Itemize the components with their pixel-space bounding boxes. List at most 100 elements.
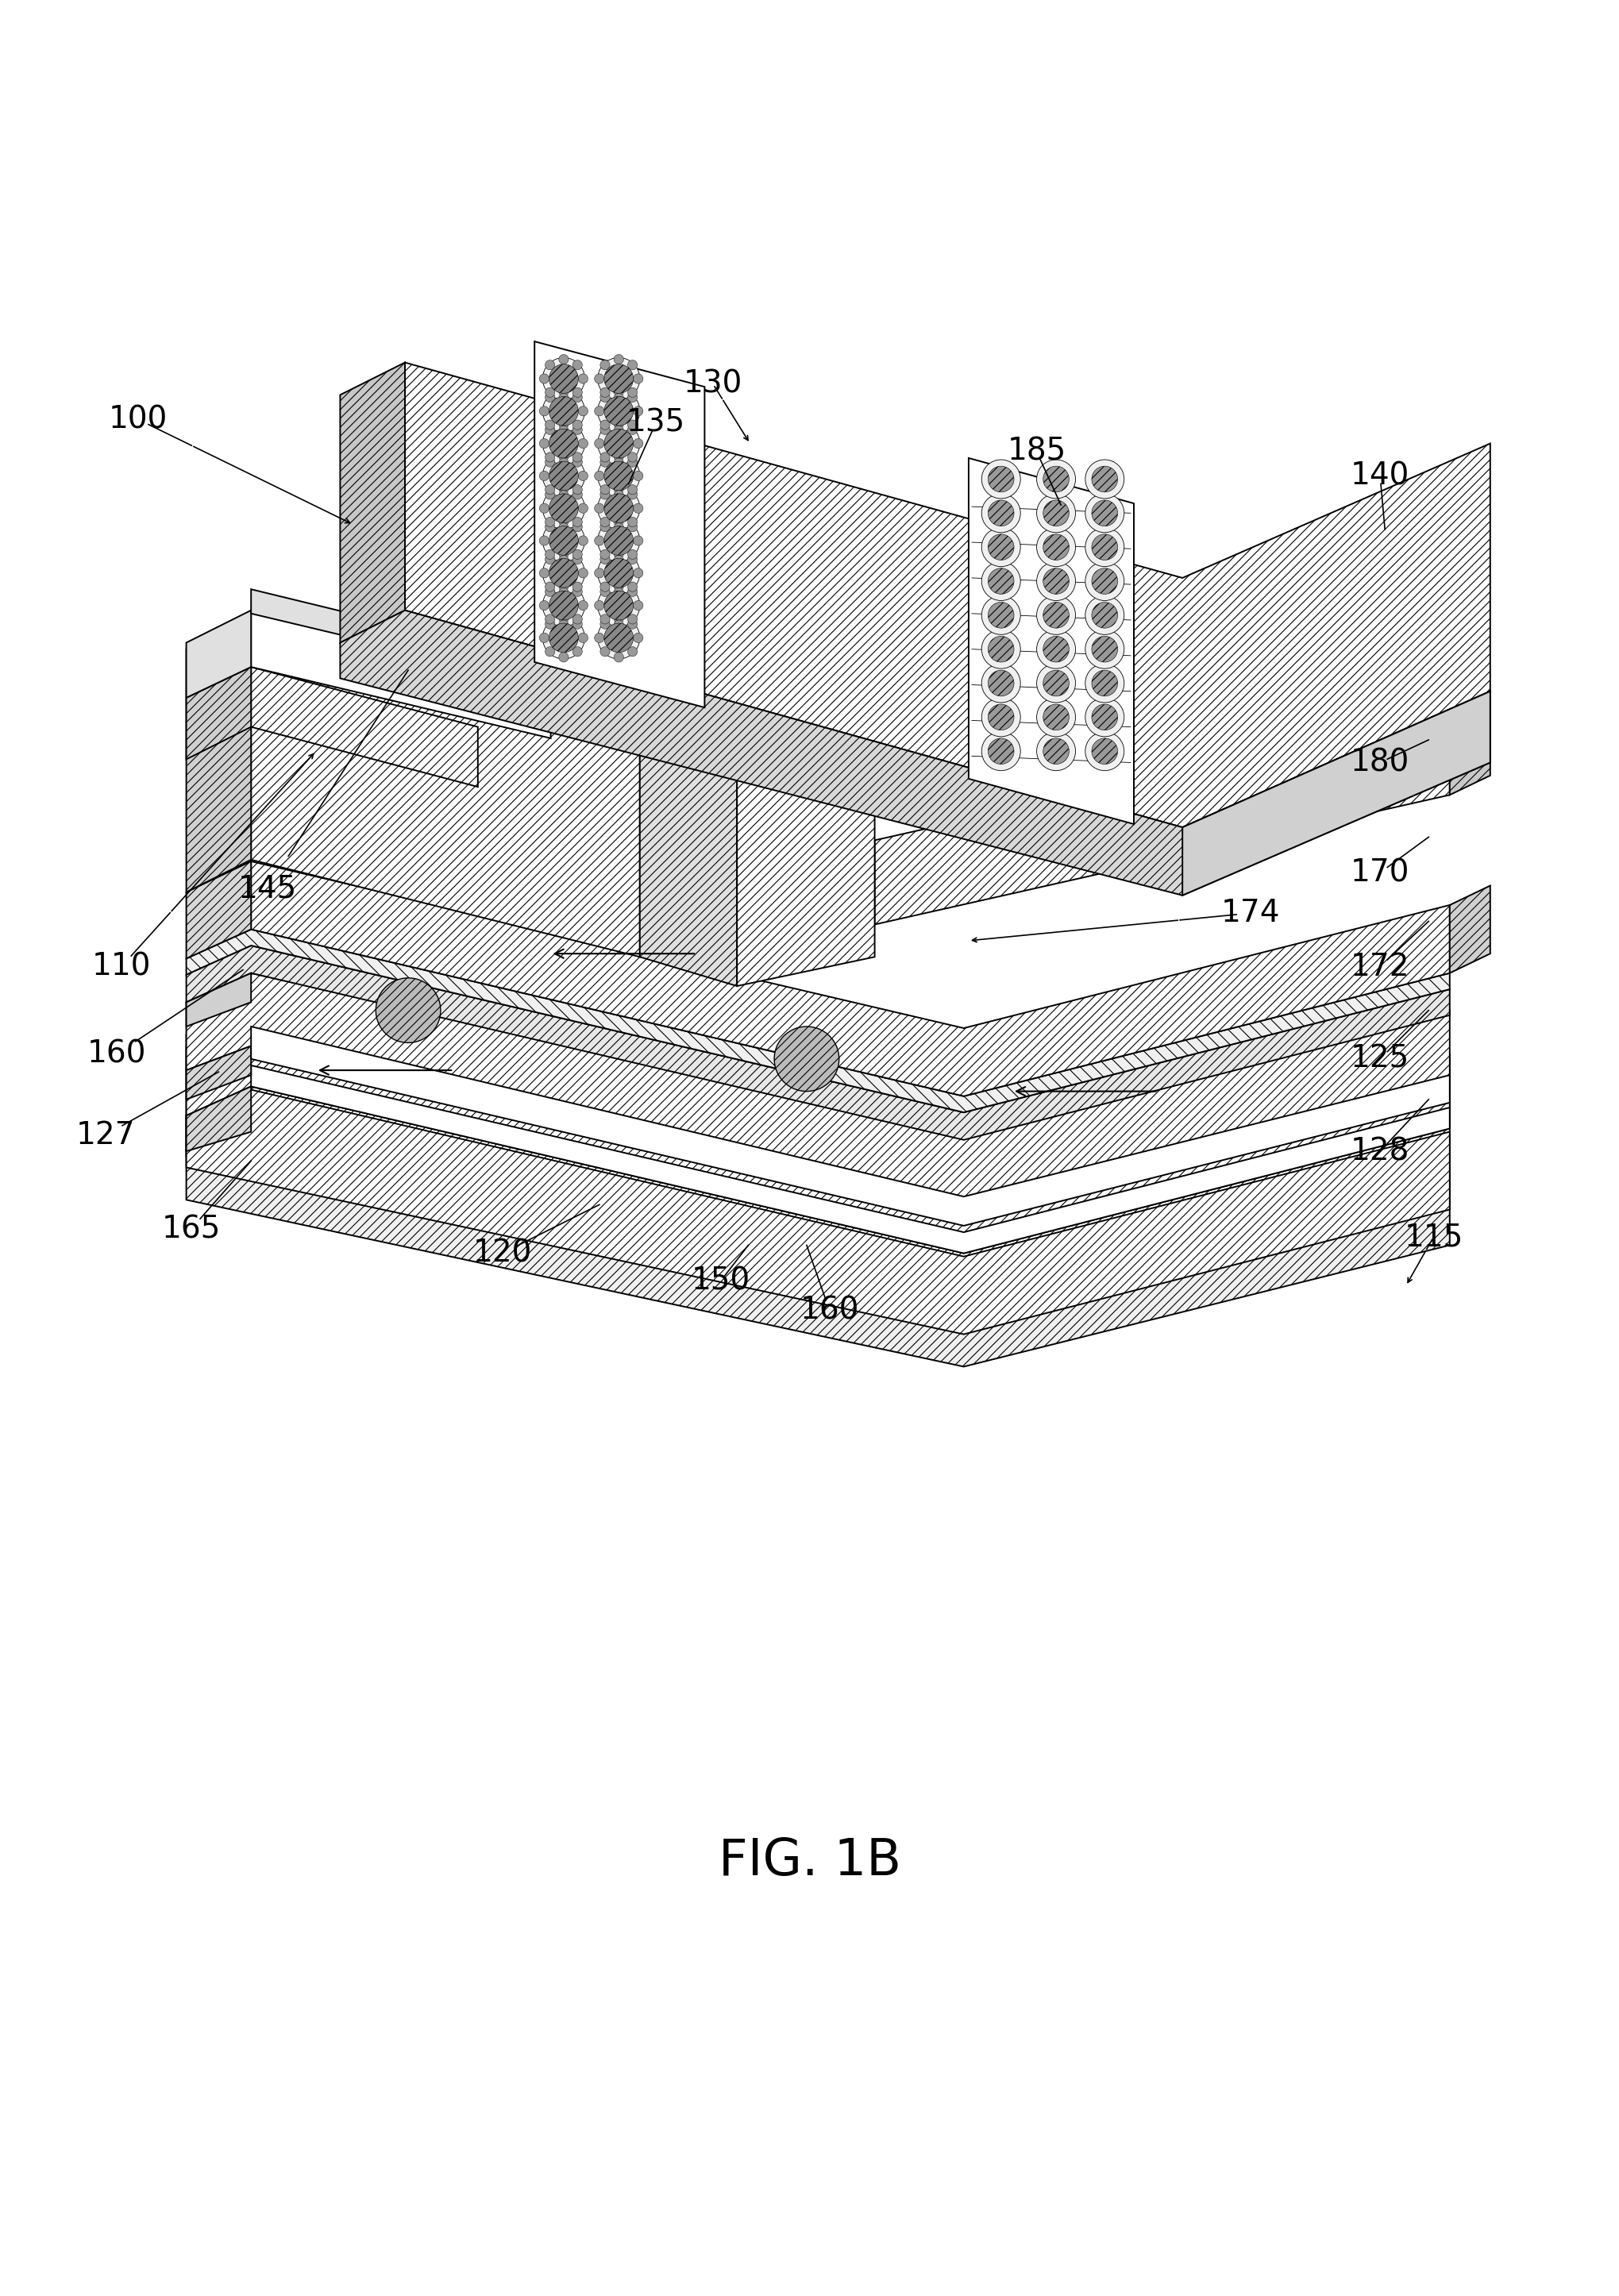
Polygon shape — [186, 930, 1449, 1111]
Circle shape — [572, 452, 581, 461]
Circle shape — [594, 374, 604, 383]
Text: 150: 150 — [691, 1265, 750, 1295]
Circle shape — [614, 556, 623, 565]
Polygon shape — [186, 618, 251, 893]
Circle shape — [572, 425, 581, 434]
Circle shape — [614, 620, 623, 629]
Polygon shape — [251, 1065, 1449, 1254]
Circle shape — [614, 517, 623, 526]
Circle shape — [559, 459, 568, 468]
Polygon shape — [874, 712, 1449, 925]
Circle shape — [614, 354, 623, 365]
Circle shape — [578, 567, 588, 579]
Polygon shape — [340, 363, 405, 643]
Text: 165: 165 — [162, 1215, 220, 1244]
Circle shape — [981, 732, 1020, 771]
Circle shape — [633, 503, 643, 512]
Text: 115: 115 — [1404, 1221, 1462, 1251]
Polygon shape — [1182, 691, 1489, 895]
Circle shape — [578, 535, 588, 546]
Circle shape — [601, 620, 610, 629]
Circle shape — [1036, 664, 1075, 703]
Circle shape — [981, 494, 1020, 533]
Circle shape — [546, 549, 555, 560]
Circle shape — [546, 615, 555, 625]
Circle shape — [1043, 636, 1069, 661]
Circle shape — [1043, 535, 1069, 560]
Circle shape — [1043, 670, 1069, 696]
Polygon shape — [1449, 691, 1489, 794]
Circle shape — [604, 558, 633, 588]
Circle shape — [988, 670, 1013, 696]
Circle shape — [597, 390, 640, 432]
Circle shape — [1085, 629, 1124, 668]
Polygon shape — [251, 1026, 1449, 1226]
Circle shape — [1091, 705, 1117, 730]
Text: 127: 127 — [76, 1120, 134, 1150]
Circle shape — [633, 406, 643, 416]
Circle shape — [572, 581, 581, 592]
Circle shape — [627, 549, 636, 560]
Polygon shape — [186, 1086, 251, 1150]
Text: 140: 140 — [1350, 461, 1409, 491]
Circle shape — [597, 585, 640, 627]
Circle shape — [1091, 739, 1117, 765]
Circle shape — [578, 471, 588, 480]
Circle shape — [988, 705, 1013, 730]
Circle shape — [559, 491, 568, 501]
Text: 172: 172 — [1350, 951, 1409, 983]
Circle shape — [601, 457, 610, 466]
Polygon shape — [251, 590, 550, 684]
Circle shape — [601, 388, 610, 397]
Circle shape — [1085, 595, 1124, 634]
Circle shape — [597, 551, 640, 595]
Circle shape — [601, 420, 610, 429]
Circle shape — [614, 425, 623, 436]
Circle shape — [559, 523, 568, 533]
Polygon shape — [405, 363, 1489, 827]
Circle shape — [614, 652, 623, 661]
Circle shape — [542, 358, 584, 400]
Circle shape — [546, 553, 555, 565]
Circle shape — [633, 374, 643, 383]
Circle shape — [376, 978, 440, 1042]
Circle shape — [633, 471, 643, 480]
Circle shape — [627, 517, 636, 526]
Circle shape — [614, 459, 623, 468]
Text: 120: 120 — [473, 1238, 531, 1267]
Circle shape — [542, 551, 584, 595]
Text: 170: 170 — [1350, 859, 1409, 889]
Circle shape — [604, 461, 633, 491]
Circle shape — [633, 567, 643, 579]
Circle shape — [546, 393, 555, 402]
Circle shape — [539, 471, 549, 480]
Circle shape — [549, 558, 578, 588]
Circle shape — [601, 484, 610, 494]
Polygon shape — [186, 861, 251, 957]
Circle shape — [542, 519, 584, 563]
Circle shape — [981, 629, 1020, 668]
Circle shape — [572, 388, 581, 397]
Circle shape — [633, 535, 643, 546]
Circle shape — [1036, 494, 1075, 533]
Circle shape — [597, 358, 640, 400]
Circle shape — [604, 526, 633, 556]
Circle shape — [546, 360, 555, 370]
Polygon shape — [186, 1010, 251, 1157]
Circle shape — [1085, 563, 1124, 602]
Circle shape — [1091, 501, 1117, 526]
Circle shape — [774, 1026, 839, 1091]
Circle shape — [539, 602, 549, 611]
Circle shape — [594, 535, 604, 546]
Circle shape — [546, 521, 555, 533]
Circle shape — [1043, 466, 1069, 491]
Circle shape — [1043, 602, 1069, 629]
Circle shape — [627, 615, 636, 625]
Circle shape — [559, 452, 568, 461]
Circle shape — [1036, 528, 1075, 567]
Text: 160: 160 — [800, 1295, 858, 1325]
Circle shape — [1036, 595, 1075, 634]
Circle shape — [981, 528, 1020, 567]
Polygon shape — [186, 974, 1449, 1212]
Circle shape — [546, 620, 555, 629]
